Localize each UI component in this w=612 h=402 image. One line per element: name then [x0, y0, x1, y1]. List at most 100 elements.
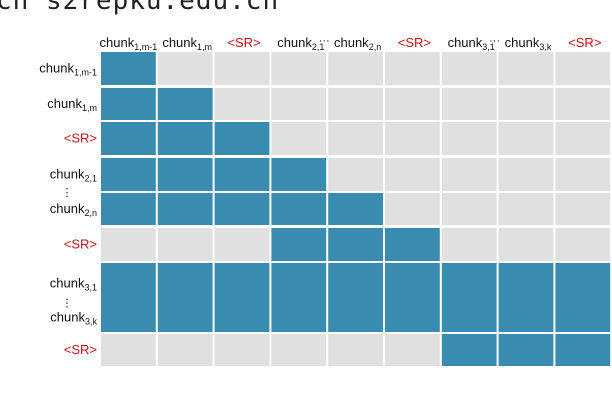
mask-cell-r3-c9 — [555, 122, 611, 155]
mask-cell-r5-c7 — [441, 193, 497, 225]
row-label-8-text: <SR> — [64, 342, 97, 357]
row-label-5: chunk2,n — [50, 201, 97, 218]
mask-cell-r8-c3 — [214, 334, 270, 366]
mask-cell-r7-c9 — [555, 263, 611, 332]
mask-cell-r6-c4 — [271, 228, 327, 261]
column-ellipsis-4: ··· — [319, 35, 330, 47]
mask-cell-r7-c6 — [385, 263, 440, 332]
mask-cell-r6-c1 — [101, 228, 156, 261]
row-label-3-text: <SR> — [64, 131, 97, 146]
column-header-4-subscript: 2,1 — [312, 42, 325, 52]
row-vdots-4: ⋮ — [62, 187, 73, 199]
mask-cell-r4-c2 — [157, 158, 213, 191]
column-header-7-subscript: 3,1 — [482, 42, 495, 52]
mask-cell-r2-c3 — [214, 88, 270, 120]
mask-cell-r6-c7 — [441, 228, 497, 261]
column-header-6: <SR> — [398, 35, 431, 50]
mask-cell-r3-c4 — [271, 122, 327, 155]
column-header-2: chunk1,m — [162, 35, 212, 52]
column-header-4-text: chunk — [277, 35, 312, 50]
column-ellipsis-7: ··· — [489, 35, 500, 47]
mask-cell-r3-c5 — [328, 122, 383, 155]
mask-cell-r1-c3 — [214, 52, 270, 85]
mask-cell-r1-c2 — [157, 52, 213, 85]
mask-cell-r1-c8 — [498, 52, 554, 85]
row-label-8: <SR> — [64, 342, 97, 357]
mask-cell-r8-c8 — [498, 334, 554, 366]
column-header-7-text: chunk — [448, 35, 483, 50]
column-header-6-text: <SR> — [398, 35, 431, 50]
mask-cell-r7-c8 — [498, 263, 554, 332]
mask-cell-r4-c4 — [271, 158, 327, 191]
row-label-2-subscript: 1,m — [82, 103, 97, 113]
mask-cell-r3-c7 — [441, 122, 497, 155]
mask-cell-r8-c5 — [328, 334, 383, 366]
mask-cell-r7-c2 — [157, 263, 213, 332]
mask-cell-r8-c7 — [441, 334, 497, 366]
mask-cell-r8-c9 — [555, 334, 611, 366]
row-label-2-text: chunk — [47, 96, 82, 111]
column-header-8: chunk3,k — [505, 35, 552, 52]
column-header-8-subscript: 3,k — [539, 42, 552, 52]
row-label-5-subscript: 2,n — [84, 208, 97, 218]
row-label-3: <SR> — [64, 131, 97, 146]
column-header-1: chunk1,m-1 — [100, 35, 158, 52]
row-label-5-text: chunk — [50, 201, 85, 216]
column-header-5-text: chunk — [334, 35, 369, 50]
mask-cell-r2-c2 — [157, 88, 213, 120]
row-label-1-subscript: 1,m-1 — [74, 68, 97, 78]
mask-cell-r3-c1 — [101, 122, 156, 155]
column-header-3-text: <SR> — [227, 35, 260, 50]
column-header-5-subscript: 2,n — [369, 42, 382, 52]
column-header-4: chunk2,1 — [277, 35, 324, 52]
column-header-1-text: chunk — [100, 35, 135, 50]
mask-cell-r7-c1 — [101, 263, 156, 332]
column-header-1-subscript: 1,m-1 — [134, 42, 157, 52]
mask-cell-r7-c3 — [214, 263, 270, 332]
mask-cell-r8-c2 — [157, 334, 213, 366]
mask-cell-r6-c8 — [498, 228, 554, 261]
column-header-2-text: chunk — [162, 35, 197, 50]
mask-cell-r4-c9 — [555, 158, 611, 191]
mask-cell-r2-c4 — [271, 88, 327, 120]
mask-cell-r3-c8 — [498, 122, 554, 155]
mask-cell-r6-c9 — [555, 228, 611, 261]
row-label-1: chunk1,m-1 — [39, 61, 97, 78]
mask-cell-r7-c4 — [271, 263, 327, 332]
mask-cell-r1-c1 — [101, 52, 156, 85]
mask-cell-r2-c5 — [328, 88, 383, 120]
mask-cell-r4-c8 — [498, 158, 554, 191]
row-label-7-end-text: chunk — [50, 310, 85, 325]
row-label-7-end-subscript: 3,k — [85, 317, 98, 327]
mask-cell-r5-c9 — [555, 193, 611, 225]
mask-cell-r5-c3 — [214, 193, 270, 225]
mask-cell-r2-c9 — [555, 88, 611, 120]
row-label-4-subscript: 2,1 — [84, 174, 97, 184]
row-label-7-start: chunk3,1 — [50, 276, 97, 293]
mask-cell-r6-c6 — [385, 228, 440, 261]
mask-cell-r1-c6 — [385, 52, 440, 85]
row-label-4-text: chunk — [50, 167, 85, 182]
mask-cell-r5-c6 — [385, 193, 440, 225]
mask-cell-r4-c7 — [441, 158, 497, 191]
mask-cell-r6-c2 — [157, 228, 213, 261]
mask-cell-r2-c8 — [498, 88, 554, 120]
row-label-7-start-subscript: 3,1 — [84, 283, 97, 293]
row-label-7-end: chunk3,k — [50, 310, 97, 327]
mask-cell-r7-c7 — [441, 263, 497, 332]
mask-cell-r6-c5 — [328, 228, 383, 261]
mask-cell-r1-c7 — [441, 52, 497, 85]
mask-cell-r8-c4 — [271, 334, 327, 366]
row-label-7-start-text: chunk — [50, 276, 85, 291]
mask-cell-r3-c6 — [385, 122, 440, 155]
row-label-2: chunk1,m — [47, 96, 97, 113]
mask-cell-r1-c4 — [271, 52, 327, 85]
mask-cell-r4-c6 — [385, 158, 440, 191]
mask-cell-r2-c7 — [441, 88, 497, 120]
mask-cell-r5-c2 — [157, 193, 213, 225]
column-header-5: chunk2,n — [334, 35, 381, 52]
column-header-3: <SR> — [227, 35, 260, 50]
mask-cell-r5-c1 — [101, 193, 156, 225]
mask-cell-r2-c6 — [385, 88, 440, 120]
